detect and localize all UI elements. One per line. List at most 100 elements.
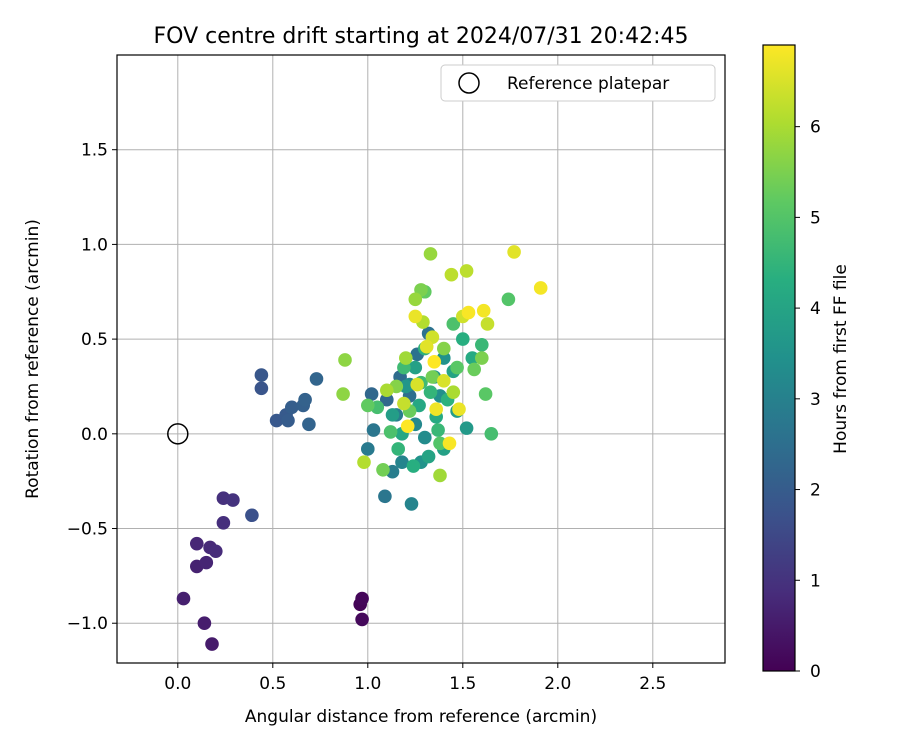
legend-marker: [458, 72, 480, 94]
data-point: [245, 508, 259, 523]
data-point: [408, 360, 423, 375]
x-tick-label: 0.5: [259, 674, 286, 694]
y-tick-label: 0.0: [81, 425, 108, 445]
x-tick-label: 1.5: [449, 674, 476, 694]
data-point: [476, 303, 491, 318]
data-point: [423, 247, 438, 261]
x-tick-label: 0.0: [164, 674, 191, 694]
data-point: [437, 373, 451, 388]
data-point: [467, 362, 482, 377]
legend-box: [440, 64, 716, 102]
data-point: [423, 385, 438, 399]
data-point: [437, 341, 451, 356]
colorbar-label: Hours from first FF file: [831, 264, 851, 454]
data-point: [459, 264, 474, 278]
colorbar-tick-label: 5: [810, 208, 821, 228]
data-point: [419, 339, 434, 354]
chart-title: FOV centre drift starting at 2024/07/31 …: [154, 24, 689, 49]
data-point: [444, 267, 459, 282]
data-point: [397, 396, 411, 411]
data-point: [429, 402, 444, 416]
y-tick-label: −1.0: [67, 614, 108, 634]
data-point: [400, 419, 415, 434]
data-point: [408, 292, 423, 307]
data-point: [442, 436, 457, 451]
legend-label: Reference platepar: [507, 74, 669, 94]
data-point: [361, 398, 375, 413]
data-points: [176, 245, 548, 651]
legend: Reference platepar: [440, 64, 716, 102]
data-point: [507, 245, 521, 259]
colorbar-ticks: 0 1 2 3 4 5 6: [795, 118, 821, 682]
data-point: [480, 317, 495, 331]
x-tick-label: 1.0: [354, 674, 381, 694]
data-point: [205, 637, 219, 651]
data-point: [226, 493, 240, 507]
data-point: [418, 430, 432, 445]
data-point: [199, 555, 214, 570]
reference-point: [167, 423, 189, 445]
data-point: [383, 425, 398, 439]
data-point: [478, 387, 493, 401]
data-point: [338, 353, 352, 367]
data-point: [197, 616, 212, 631]
data-point: [459, 421, 474, 435]
colorbar-tick-label: 2: [810, 481, 821, 501]
x-axis-label: Angular distance from reference (arcmin): [245, 707, 597, 727]
colorbar: 0 1 2 3 4 5 6 Hours from first FF file: [762, 44, 851, 682]
data-point: [355, 591, 369, 606]
data-point: [209, 544, 223, 559]
colorbar-gradient: [762, 44, 796, 672]
data-point: [380, 392, 394, 407]
data-point: [484, 427, 499, 441]
y-tick-label: 0.5: [81, 330, 108, 350]
plot-frame: [116, 54, 726, 664]
data-point: [399, 351, 413, 365]
data-point: [475, 351, 489, 365]
data-point: [302, 417, 316, 432]
colorbar-tick-label: 1: [810, 571, 821, 591]
data-point: [376, 463, 390, 477]
y-tick-label: 1.0: [81, 235, 108, 255]
y-axis-ticks: −1.0 −0.5 0.0 0.5 1.0 1.5: [67, 141, 117, 634]
data-point: [431, 423, 445, 437]
y-tick-label: 1.5: [81, 141, 108, 161]
data-point: [216, 516, 231, 530]
data-point: [355, 612, 369, 627]
data-point: [285, 400, 299, 415]
x-tick-label: 2.5: [639, 674, 666, 694]
x-tick-label: 2.0: [544, 674, 571, 694]
colorbar-tick-label: 0: [810, 662, 821, 682]
data-point: [391, 442, 406, 456]
data-point: [357, 455, 371, 470]
data-point: [421, 449, 436, 464]
data-point: [410, 377, 425, 392]
data-point: [450, 360, 464, 375]
data-point: [364, 387, 379, 401]
data-point: [309, 372, 324, 386]
data-point: [190, 536, 204, 551]
y-axis-label: Rotation from reference (arcmin): [23, 219, 43, 499]
data-point: [456, 332, 470, 346]
data-point: [336, 387, 350, 401]
data-point: [378, 489, 392, 504]
data-point: [380, 383, 394, 398]
y-tick-label: −0.5: [67, 520, 108, 540]
data-point: [452, 402, 466, 416]
data-point: [433, 436, 447, 451]
data-point: [446, 317, 461, 331]
data-point: [254, 381, 269, 396]
data-point: [427, 355, 442, 369]
data-point: [501, 292, 516, 307]
data-point: [425, 370, 440, 384]
data-point: [533, 281, 548, 295]
data-point: [298, 392, 312, 407]
x-axis-ticks: 0.0 0.5 1.0 1.5 2.0 2.5: [164, 663, 666, 694]
data-point: [433, 468, 447, 483]
data-point: [395, 455, 409, 470]
data-point: [404, 497, 419, 511]
data-point: [406, 459, 421, 473]
data-point: [385, 408, 400, 422]
data-point: [254, 368, 269, 382]
